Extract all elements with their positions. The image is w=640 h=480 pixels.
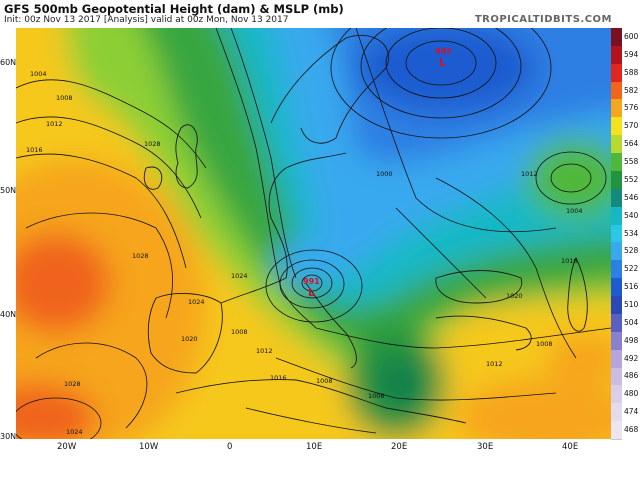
lat-label: 40N <box>0 310 17 319</box>
colorbar-segment <box>611 403 622 423</box>
isobars <box>16 28 611 439</box>
isobar-label: 1012 <box>46 120 63 128</box>
lat-label: 30N <box>0 432 17 441</box>
colorbar-label: 588 <box>624 67 639 77</box>
lon-label: 30E <box>477 442 494 452</box>
low-letter: L <box>439 56 446 69</box>
isobar-label: 1024 <box>231 272 248 280</box>
isobar-label: 1024 <box>188 298 205 306</box>
isobar-label: 1024 <box>66 428 83 436</box>
isobar-label: 1028 <box>144 140 161 148</box>
colorbar-label: 600 <box>624 31 639 41</box>
isobar-label: 1008 <box>231 328 248 336</box>
colorbar-label: 570 <box>624 121 639 131</box>
colorbar-label: 510 <box>624 299 639 309</box>
isobar-label: 1012 <box>521 170 538 178</box>
colorbar-label: 594 <box>624 49 639 59</box>
colorbar-segment <box>611 313 622 333</box>
lat-label: 60N <box>0 58 17 67</box>
map-subtitle: Init: 00z Nov 13 2017 [Analysis] valid a… <box>4 15 289 25</box>
colorbar-label: 474 <box>624 407 639 417</box>
lat-label: 50N <box>0 186 17 195</box>
lon-label: 10W <box>139 442 159 452</box>
colorbar-label: 528 <box>624 246 639 256</box>
lon-label: 10E <box>306 442 323 452</box>
colorbar-segment <box>611 349 622 369</box>
map-canvas: 1004 1008 1012 1016 1028 1028 1024 1024 … <box>16 28 611 439</box>
colorbar-label: 504 <box>624 317 639 327</box>
colorbar-label: 492 <box>624 353 639 363</box>
isobar-label: 1000 <box>376 170 393 178</box>
isobar-label: 1028 <box>64 380 81 388</box>
low-pressure-marker: 991 L <box>303 277 320 299</box>
isobar-label: 1016 <box>561 257 578 265</box>
colorbar-segment <box>611 421 622 440</box>
lon-label: 0 <box>227 442 233 452</box>
lon-label: 20E <box>391 442 408 452</box>
low-letter: L <box>308 286 315 299</box>
colorbar-label: 498 <box>624 335 639 345</box>
coastlines <box>143 34 588 424</box>
weather-map: 1004 1008 1012 1016 1028 1028 1024 1024 … <box>16 28 611 439</box>
colorbar-segment <box>611 81 622 101</box>
colorbar-label: 534 <box>624 228 639 238</box>
isobar-label: 1008 <box>368 392 385 400</box>
colorbar-label: 468 <box>624 425 639 435</box>
colorbar-label: 480 <box>624 389 639 399</box>
isobar-label: 1016 <box>270 374 287 382</box>
isobar-labels: 1004 1008 1012 1016 1028 1028 1024 1024 … <box>26 70 583 436</box>
colorbar-segment <box>611 385 622 405</box>
colorbar-segment <box>611 153 622 172</box>
colorbar-segment <box>611 224 622 244</box>
isobar-label: 1004 <box>30 70 47 78</box>
colorbar: 600 594 588 582 576 570 564 558 552 546 540 534 528 5… <box>611 28 640 440</box>
colorbar-label: 582 <box>624 85 639 95</box>
colorbar-segment <box>611 188 622 208</box>
isobar-label: 1008 <box>536 340 553 348</box>
colorbar-segment <box>611 117 622 137</box>
low-value: 991 <box>303 277 320 286</box>
colorbar-label: 540 <box>624 210 639 220</box>
isobar-label: 1020 <box>181 335 198 343</box>
colorbar-segment <box>611 170 622 190</box>
low-value: 992 <box>435 47 452 56</box>
header: GFS 500mb Geopotential Height (dam) & MS… <box>0 0 640 28</box>
isobar-label: 1004 <box>566 207 583 215</box>
colorbar-segment <box>611 367 622 387</box>
isobar-label: 1028 <box>132 252 149 260</box>
colorbar-label: 558 <box>624 157 639 167</box>
lon-label: 20W <box>57 442 77 452</box>
colorbar-segment <box>611 28 622 47</box>
colorbar-segment <box>611 278 622 298</box>
colorbar-label: 546 <box>624 192 639 202</box>
colorbar-label: 486 <box>624 371 639 381</box>
colorbar-segment <box>611 206 622 226</box>
colorbar-segment <box>611 99 622 119</box>
map-title: GFS 500mb Geopotential Height (dam) & MS… <box>4 2 344 16</box>
colorbar-label: 516 <box>624 282 639 292</box>
colorbar-segment <box>611 242 622 262</box>
colorbar-segment <box>611 331 622 351</box>
colorbar-label: 552 <box>624 174 639 184</box>
colorbar-segment <box>611 135 622 155</box>
colorbar-segment <box>611 45 622 65</box>
isobar-label: 1008 <box>316 377 333 385</box>
isobar-label: 1012 <box>486 360 503 368</box>
colorbar-segment <box>611 296 622 315</box>
colorbar-label: 522 <box>624 264 639 274</box>
low-markers: 992 L 991 L <box>303 47 452 299</box>
colorbar-segment <box>611 63 622 83</box>
colorbar-label: 564 <box>624 139 639 149</box>
lon-label: 40E <box>562 442 579 452</box>
isobar-label: 1012 <box>256 347 273 355</box>
colorbar-segment <box>611 260 622 280</box>
isobar-label: 1016 <box>26 146 43 154</box>
colorbar-label: 576 <box>624 103 639 113</box>
isobar-label: 1008 <box>56 94 73 102</box>
brand-watermark: TROPICALTIDBITS.COM <box>474 14 612 25</box>
isobar-label: 1020 <box>506 292 523 300</box>
height-field <box>16 28 611 439</box>
low-pressure-marker: 992 L <box>435 47 452 69</box>
